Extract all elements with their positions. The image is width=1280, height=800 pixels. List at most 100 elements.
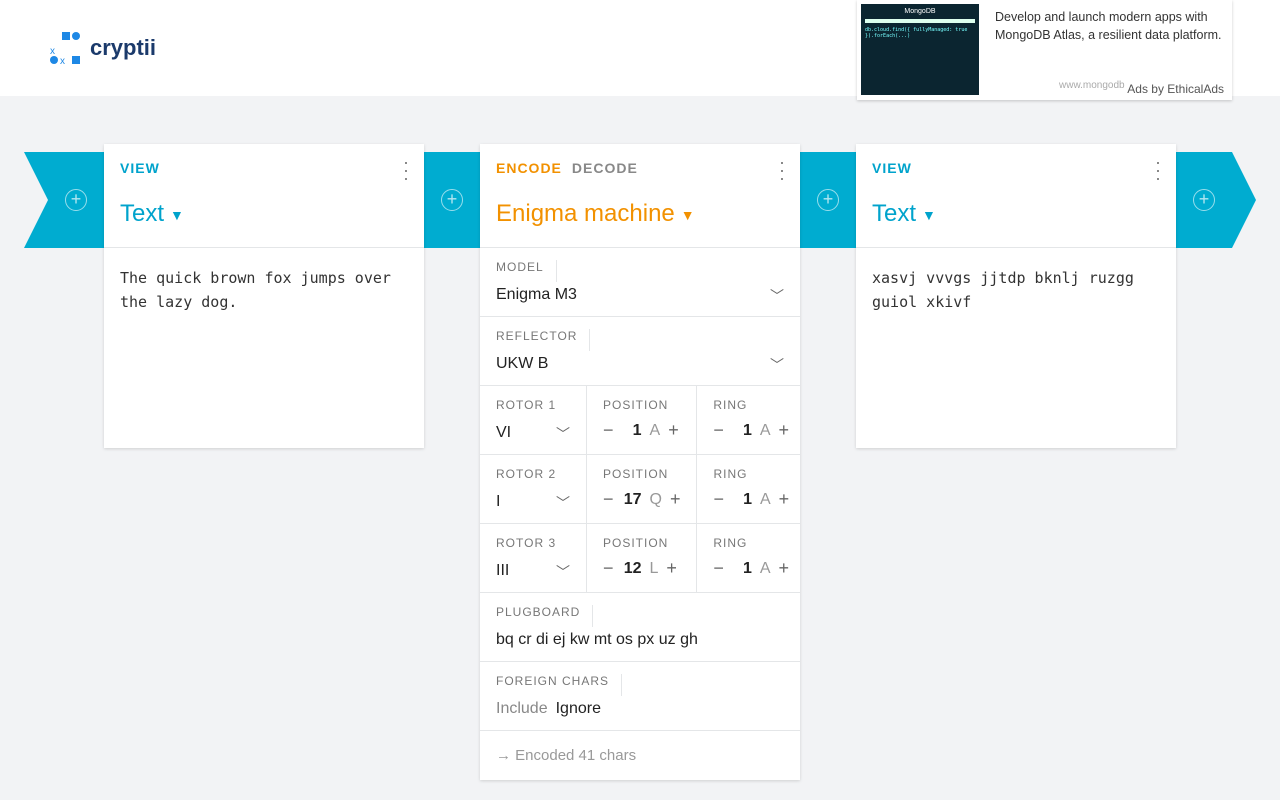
decrement-button[interactable]: − — [603, 420, 614, 440]
rotor-row: ROTOR 3 III ﹀ POSITION −12 L + RING −1 A + — [480, 524, 800, 593]
decrement-button[interactable]: − — [713, 489, 724, 509]
increment-button[interactable]: + — [778, 420, 790, 440]
more-options-icon[interactable]: · · · — [403, 152, 409, 188]
format-select[interactable]: Text ▼ — [120, 200, 184, 228]
input-textarea[interactable]: The quick brown fox jumps over the lazy … — [120, 269, 391, 311]
plugboard-label: PLUGBOARD — [496, 605, 594, 627]
position-letter: Q — [649, 490, 662, 508]
model-value[interactable]: Enigma M3 — [496, 286, 577, 303]
rotor-row: ROTOR 1 VI ﹀ POSITION −1 A + RING −1 A + — [480, 386, 800, 455]
position-value[interactable]: 1 — [632, 421, 642, 439]
format-label: Text — [872, 200, 917, 227]
foreign-include-option[interactable]: Include — [496, 700, 548, 717]
ring-letter: A — [759, 559, 771, 577]
reflector-value[interactable]: UKW B — [496, 355, 549, 372]
ring-letter: A — [760, 490, 771, 508]
reflector-label: REFLECTOR — [496, 329, 591, 351]
decrement-button[interactable]: − — [603, 489, 614, 509]
decrement-button[interactable]: − — [713, 420, 724, 440]
logo-text: cryptii — [90, 35, 157, 60]
model-field[interactable]: MODEL Enigma M3 ﹀ — [480, 248, 800, 317]
increment-button[interactable]: + — [666, 558, 677, 578]
position-value[interactable]: 12 — [623, 559, 642, 577]
ring-value[interactable]: 1 — [742, 559, 752, 577]
add-brick-icon[interactable]: + — [1193, 189, 1215, 211]
increment-button[interactable]: + — [778, 489, 790, 509]
position-label: POSITION — [603, 536, 669, 550]
reflector-field[interactable]: REFLECTOR UKW B ﹀ — [480, 317, 800, 386]
add-brick-icon[interactable]: + — [817, 189, 839, 211]
position-label: POSITION — [603, 398, 669, 412]
status-text: Encoded 41 chars — [515, 747, 637, 764]
ad-image[interactable]: MongoDB db.cloud.find({ fullyManaged: tru… — [861, 4, 979, 95]
more-options-icon[interactable]: · · · — [779, 152, 785, 188]
rotor-value[interactable]: III — [496, 562, 510, 579]
tab-view[interactable]: VIEW — [872, 160, 912, 176]
chevron-down-icon[interactable]: ﹀ — [556, 426, 570, 442]
cipher-select[interactable]: Enigma machine ▼ — [496, 200, 695, 228]
ad-url[interactable]: www.mongodb.com — [1059, 80, 1147, 91]
ad-banner[interactable]: MongoDB db.cloud.find({ fullyManaged: tru… — [857, 0, 1232, 100]
ring-letter: A — [759, 421, 771, 439]
caret-down-icon: ▼ — [922, 206, 936, 223]
plugboard-input[interactable]: bq cr di ej kw mt os px uz gh — [496, 631, 698, 648]
ring-value[interactable]: 1 — [742, 421, 752, 439]
input-view-card: VIEW · · · Text ▼ The quick brown fox jumps… — [104, 144, 424, 448]
position-value[interactable]: 17 — [623, 490, 642, 508]
position-label: POSITION — [603, 467, 669, 481]
decrement-button[interactable]: − — [603, 558, 614, 578]
chevron-down-icon[interactable]: ﹀ — [556, 495, 570, 511]
rotor-value[interactable]: I — [496, 493, 501, 510]
rotor-value[interactable]: VI — [496, 424, 512, 441]
caret-down-icon: ▼ — [680, 206, 695, 223]
model-label: MODEL — [496, 260, 557, 282]
position-letter: L — [649, 559, 659, 577]
increment-button[interactable]: + — [668, 420, 679, 440]
ad-attribution[interactable]: Ads by EthicalAds — [1125, 82, 1226, 96]
rotor-row: ROTOR 2 I ﹀ POSITION −17 Q + RING −1 A + — [480, 455, 800, 524]
rotor-select[interactable]: ROTOR 2 I ﹀ — [480, 455, 587, 523]
status-bar: → Encoded 41 chars — [480, 731, 800, 780]
logo-icon: xx — [50, 32, 80, 64]
tab-view[interactable]: VIEW — [120, 160, 160, 176]
rotor-label: ROTOR 1 — [496, 398, 557, 412]
output-view-card: VIEW · · · Text ▼ xasvj vvvgs jjtdp bknlj r… — [856, 144, 1176, 448]
more-options-icon[interactable]: · · · — [1155, 152, 1161, 188]
ring-label: RING — [713, 536, 748, 550]
rotor-label: ROTOR 2 — [496, 467, 557, 481]
foreign-chars-field: FOREIGN CHARS Include Ignore — [480, 662, 800, 731]
format-select[interactable]: Text ▼ — [872, 200, 936, 228]
increment-button[interactable]: + — [669, 489, 681, 509]
enigma-card: ENCODE DECODE · · · Enigma machine ▼ MODEL En… — [480, 144, 800, 780]
rotor-label: ROTOR 3 — [496, 536, 557, 550]
arrow-right-icon: → — [496, 747, 511, 764]
ring-label: RING — [713, 398, 748, 412]
ring-label: RING — [713, 467, 748, 481]
foreign-chars-label: FOREIGN CHARS — [496, 674, 623, 696]
caret-down-icon: ▼ — [170, 206, 184, 223]
increment-button[interactable]: + — [778, 558, 790, 578]
format-label: Text — [120, 200, 165, 227]
svg-text:x: x — [50, 46, 55, 57]
chevron-down-icon[interactable]: ﹀ — [556, 564, 570, 580]
pipeline-end-arrow — [1176, 152, 1256, 248]
pipeline-start-arrow — [24, 152, 104, 248]
ring-value[interactable]: 1 — [743, 490, 752, 508]
ad-image-brand: MongoDB — [904, 8, 936, 15]
add-brick-icon[interactable]: + — [65, 189, 87, 211]
tab-decode[interactable]: DECODE — [571, 160, 638, 176]
rotor-select[interactable]: ROTOR 1 VI ﹀ — [480, 386, 587, 454]
rotor-select[interactable]: ROTOR 3 III ﹀ — [480, 524, 587, 592]
chevron-down-icon[interactable]: ﹀ — [770, 288, 784, 304]
foreign-ignore-option[interactable]: Ignore — [555, 700, 601, 717]
output-textarea[interactable]: xasvj vvvgs jjtdp bknlj ruzgg guiol xkiv… — [872, 269, 1134, 311]
add-brick-icon[interactable]: + — [441, 189, 463, 211]
ad-text[interactable]: Develop and launch modern apps with Mong… — [995, 10, 1222, 42]
position-letter: A — [649, 421, 661, 439]
plugboard-field: PLUGBOARD bq cr di ej kw mt os px uz gh — [480, 593, 800, 662]
decrement-button[interactable]: − — [713, 558, 724, 578]
cipher-label: Enigma machine — [496, 200, 675, 227]
tab-encode[interactable]: ENCODE — [496, 160, 562, 176]
chevron-down-icon[interactable]: ﹀ — [770, 357, 784, 373]
